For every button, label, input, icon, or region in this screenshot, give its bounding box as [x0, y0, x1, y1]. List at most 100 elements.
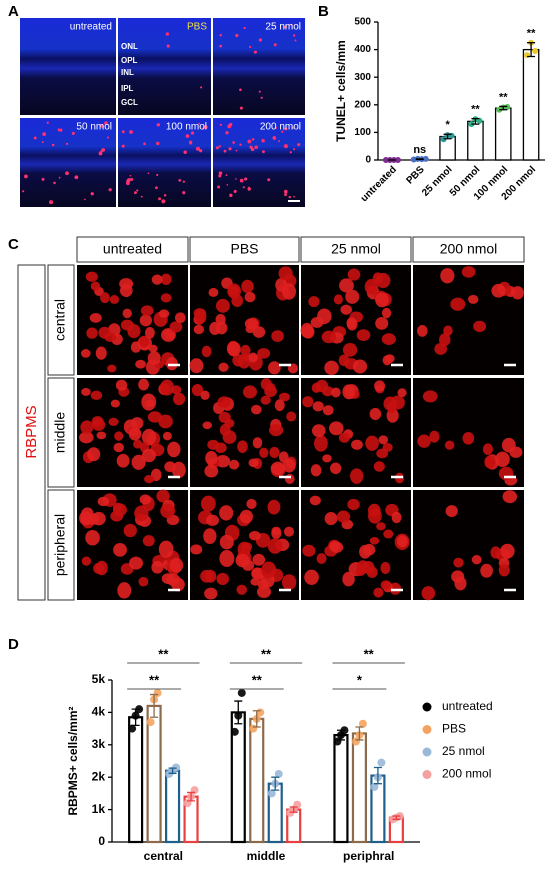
tunel-dot — [219, 34, 222, 37]
cell — [79, 431, 94, 444]
y-tick-label: 2k — [92, 769, 106, 783]
cell — [382, 442, 393, 452]
cell — [241, 279, 254, 294]
row-label-box — [47, 264, 75, 376]
cell — [209, 321, 221, 336]
tunel-dot — [147, 172, 150, 175]
cell — [217, 396, 231, 408]
cell — [252, 553, 266, 566]
error-bar — [271, 776, 280, 791]
tunel-dot — [244, 177, 248, 181]
cell — [131, 454, 146, 470]
cell — [484, 455, 496, 469]
cell — [219, 534, 234, 550]
cell — [248, 530, 261, 541]
y-tick-label: 500 — [354, 17, 371, 28]
cell — [252, 326, 266, 338]
cell — [140, 305, 154, 316]
cell — [104, 332, 117, 342]
tunel-dot — [49, 200, 54, 205]
cell — [215, 298, 230, 313]
cell — [482, 443, 493, 455]
cell — [237, 440, 248, 453]
layer-label: GCL — [121, 98, 138, 107]
tunel-dot — [229, 122, 233, 127]
tile-label: 50 nmol — [76, 122, 112, 133]
cell — [205, 450, 218, 466]
bar — [467, 120, 484, 161]
cell — [380, 580, 392, 590]
tunel-dot — [108, 188, 112, 192]
data-point — [422, 155, 429, 162]
cell — [282, 283, 296, 300]
x-tick-label: PBS — [404, 164, 427, 187]
cell — [218, 411, 231, 423]
tunel-dot — [183, 150, 187, 154]
legend-marker — [422, 702, 432, 712]
tunel-dot — [22, 190, 25, 193]
cell — [269, 423, 284, 437]
cell — [144, 475, 155, 484]
tunel-dot — [233, 189, 237, 193]
cell — [453, 557, 464, 568]
tunel-dot — [182, 180, 185, 183]
cell — [330, 462, 342, 475]
cell — [336, 510, 351, 523]
data-point — [249, 724, 258, 733]
cell — [201, 345, 212, 358]
data-point — [237, 688, 246, 697]
cell — [369, 537, 380, 545]
cell — [281, 574, 297, 591]
cell — [81, 556, 92, 566]
cell — [134, 505, 149, 522]
column-header: untreated — [103, 241, 162, 257]
error-bar — [289, 806, 298, 813]
cell — [113, 542, 127, 557]
cell — [471, 555, 482, 565]
cell — [314, 435, 328, 452]
tunel-dot — [134, 191, 137, 195]
cell — [345, 289, 360, 304]
tunel-dot — [165, 32, 170, 36]
cell — [369, 407, 382, 421]
tunel-dot — [283, 189, 288, 194]
tunel-dot — [275, 126, 278, 129]
cell — [421, 586, 436, 601]
cell — [138, 378, 149, 391]
column-header: 25 nmol — [331, 241, 381, 257]
tile-label: 200 nmol — [260, 122, 301, 133]
cell — [329, 541, 344, 553]
cell — [86, 327, 98, 339]
cell — [215, 455, 231, 468]
cell — [373, 461, 385, 472]
data-point — [532, 47, 539, 54]
cell — [491, 283, 506, 298]
tunel-dot — [223, 149, 227, 153]
cell — [324, 360, 339, 376]
tunel-dot — [100, 150, 103, 153]
tunel-dot — [84, 198, 86, 201]
cell — [321, 330, 337, 344]
tunel-dot — [166, 44, 170, 48]
cell — [451, 570, 465, 583]
tunel-dot — [239, 143, 242, 146]
panel-label: D — [8, 636, 19, 653]
cell — [109, 294, 120, 304]
error-bar — [234, 700, 243, 725]
stain-box — [17, 264, 46, 601]
data-point — [358, 719, 367, 728]
tunel-dot — [226, 184, 229, 186]
cell — [141, 448, 156, 463]
cell — [468, 294, 479, 304]
cell — [340, 304, 353, 315]
cell — [80, 349, 91, 358]
tunel-dot — [281, 130, 284, 133]
tunel-dot — [126, 181, 130, 186]
cell — [376, 522, 386, 531]
cell — [271, 527, 282, 539]
cell — [356, 560, 370, 574]
cell — [241, 542, 253, 552]
data-point — [377, 758, 386, 767]
cell — [239, 509, 253, 524]
cell — [147, 351, 161, 366]
